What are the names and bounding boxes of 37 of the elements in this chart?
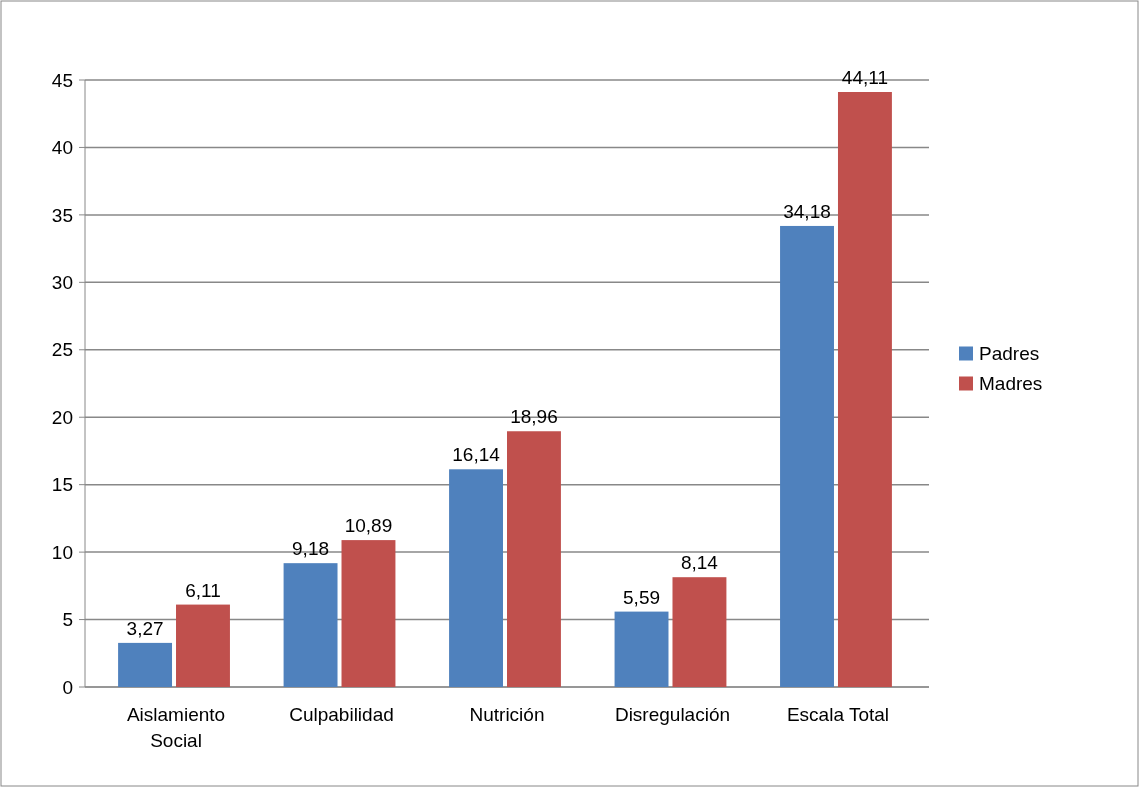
y-tick-label: 30 [51, 271, 73, 293]
y-tick-label: 40 [51, 137, 73, 159]
y-tick-label: 5 [62, 609, 73, 631]
bar [341, 540, 396, 687]
bar [837, 92, 892, 687]
y-tick-label: 0 [62, 676, 73, 698]
y-tick-label: 20 [51, 406, 73, 428]
legend-label: Madres [979, 373, 1043, 395]
x-tick-label: Aislamiento Social [126, 704, 226, 751]
bar [672, 577, 727, 687]
bar [118, 642, 173, 687]
y-tick-label: 15 [51, 474, 73, 496]
y-tick-label: 35 [51, 204, 73, 226]
data-label: 6,11 [185, 579, 221, 601]
data-label: 18,96 [510, 406, 558, 428]
data-label: 10,89 [344, 515, 393, 537]
data-label: 34,18 [783, 200, 831, 222]
bar [780, 225, 834, 687]
data-label: 8,14 [680, 552, 719, 574]
bar [449, 469, 503, 687]
bar [283, 563, 338, 687]
legend-label: Padres [979, 343, 1040, 365]
data-label: 16,14 [452, 444, 501, 466]
bar [614, 611, 669, 687]
y-tick-label: 25 [51, 339, 73, 361]
x-tick-label: Escala Total [786, 704, 890, 725]
y-tick-label: 45 [51, 69, 73, 91]
data-label: 44,11 [841, 67, 889, 89]
x-tick-label: Disregulación [614, 704, 731, 725]
x-tick-label: Nutrición [469, 704, 545, 725]
data-label: 9,18 [292, 538, 330, 560]
data-label: 3,27 [126, 617, 164, 639]
bar [176, 604, 230, 687]
data-label: 5,59 [623, 586, 661, 608]
bar [507, 431, 561, 687]
x-tick-label: Culpabilidad [289, 704, 394, 725]
y-tick-label: 10 [51, 541, 73, 563]
